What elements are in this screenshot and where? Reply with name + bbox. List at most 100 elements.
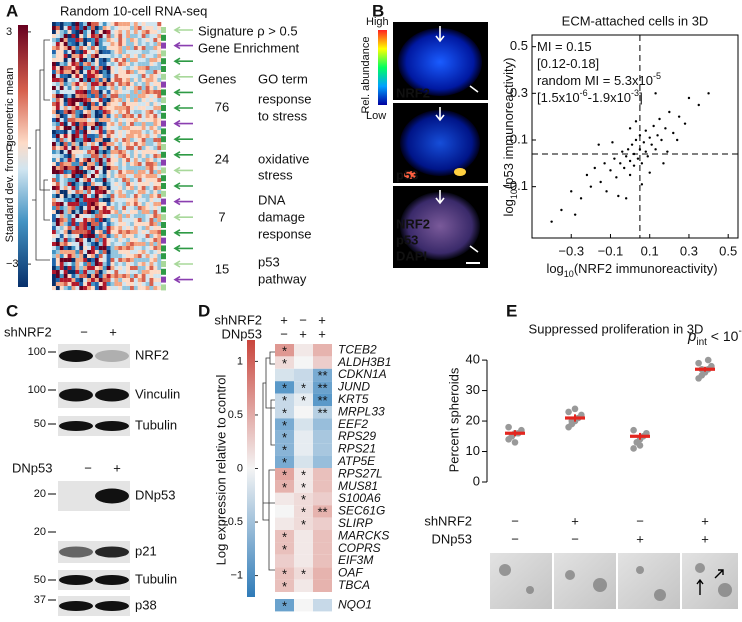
- heatmap-cell: [59, 170, 64, 175]
- heatmap-cell: [83, 50, 88, 55]
- heatmap-cell: [141, 154, 146, 159]
- heatmap-cell: [137, 86, 142, 91]
- y-tick-label: 40: [466, 352, 480, 367]
- heatmap-cell: [153, 150, 158, 155]
- gene-label: RPS29: [338, 429, 376, 443]
- heatmap-cell: [130, 150, 134, 155]
- heatmap-cell: [102, 194, 107, 199]
- heatmap-cell: [126, 134, 131, 139]
- heatmap-cell: [94, 186, 99, 191]
- heatmap-cell: [71, 110, 76, 115]
- gene-label: RPS21: [338, 442, 376, 456]
- heatmap-cell: [157, 102, 162, 107]
- heatmap-cell: [133, 178, 138, 183]
- colorbar: [378, 30, 387, 105]
- heatmap-cell: [67, 90, 72, 95]
- heatmap-cell: [91, 258, 95, 263]
- heatmap-cell: [133, 234, 138, 239]
- heatmap-cell: [83, 162, 88, 167]
- strip: [161, 27, 166, 33]
- heatmap-cell: [91, 126, 95, 131]
- heatmap-cell: [102, 174, 107, 179]
- heatmap-cell: [79, 254, 84, 259]
- heatmap-cell: [91, 98, 95, 103]
- heatmap-cell: [91, 154, 95, 159]
- heatmap-cell: [98, 282, 103, 287]
- heatmap-cell: [130, 98, 134, 103]
- heatmap-cell: [137, 30, 142, 35]
- heatmap-cell: [55, 218, 60, 223]
- heatmap-cell: [102, 246, 107, 251]
- heatmap-cell: [149, 130, 154, 135]
- heatmap-cell: [59, 202, 64, 207]
- heatmap-cell: [141, 66, 146, 71]
- heatmap-cell: [67, 162, 72, 167]
- heatmap-cell: [141, 102, 146, 107]
- heatmap-cell: [106, 154, 111, 159]
- heatmap-cell: [114, 218, 119, 223]
- point: [615, 176, 618, 179]
- heatmap-cell: [118, 90, 123, 95]
- heatmap-cell: [83, 154, 88, 159]
- arrow: [173, 244, 193, 253]
- heatmap-cell: [67, 210, 72, 215]
- heatmap-cell: [118, 282, 123, 287]
- heatmap-cell: [137, 238, 142, 243]
- heatmap-cell: [55, 30, 60, 35]
- heatmap-cell: [52, 70, 56, 75]
- heatmap-cell: [83, 42, 88, 47]
- point: [687, 96, 691, 100]
- heatmap-cell: [59, 110, 64, 115]
- heatmap-cell: [63, 222, 68, 227]
- gene-label: SLIRP: [338, 516, 373, 530]
- heatmap-cell: [98, 34, 103, 39]
- heatmap-cell: [122, 278, 127, 283]
- heatmap-cell: [98, 250, 103, 255]
- heatmap-cell: [83, 230, 88, 235]
- heatmap-cell: [55, 42, 60, 47]
- heatmap-cell: [106, 118, 111, 123]
- heatmap-cell: [106, 70, 111, 75]
- heatmap-cell: [71, 258, 76, 263]
- point: [644, 150, 647, 153]
- heatmap-cell: [63, 126, 68, 131]
- heatmap-cell: [91, 58, 95, 63]
- heatmap-cell: [133, 230, 138, 235]
- heatmap-cell: [87, 182, 92, 187]
- heatmap-cell: [83, 190, 88, 195]
- heatmap-cell: [157, 278, 162, 283]
- heatmap-cell: [71, 150, 76, 155]
- heatmap-cell: [130, 258, 134, 263]
- heatmap-cell: [275, 567, 294, 580]
- heatmap-cell: [133, 134, 138, 139]
- heatmap-cell: [87, 82, 92, 87]
- heatmap-cell: [52, 90, 56, 95]
- heatmap-cell: [137, 178, 142, 183]
- heatmap-cell: [87, 50, 92, 55]
- heatmap-cell: [59, 106, 64, 111]
- heatmap-cell: [122, 62, 127, 67]
- heatmap-cell: [133, 254, 138, 259]
- heatmap-cell: [67, 54, 72, 59]
- heatmap-cell: [83, 198, 88, 203]
- heatmap-cell: [98, 222, 103, 227]
- heatmap-cell: [55, 190, 60, 195]
- heatmap-cell: [145, 270, 150, 275]
- heatmap-cell: [63, 250, 68, 255]
- spheroid: [593, 578, 607, 592]
- heatmap-cell: [75, 194, 80, 199]
- heatmap-cell: [91, 30, 95, 35]
- heatmap-cell: [137, 174, 142, 179]
- heatmap-cell: [118, 74, 123, 79]
- heatmap-cell: [122, 26, 127, 31]
- heatmap-cell: [149, 78, 154, 83]
- heatmap-cell: [313, 356, 332, 369]
- heatmap-cell: [106, 210, 111, 215]
- band: [59, 350, 93, 362]
- heatmap-cell: [157, 162, 162, 167]
- heatmap-cell: [52, 182, 56, 187]
- heatmap-cell: [94, 74, 99, 79]
- x-tick-label: −0.3: [558, 243, 584, 258]
- heatmap-cell: [114, 258, 119, 263]
- heatmap-cell: [79, 138, 84, 143]
